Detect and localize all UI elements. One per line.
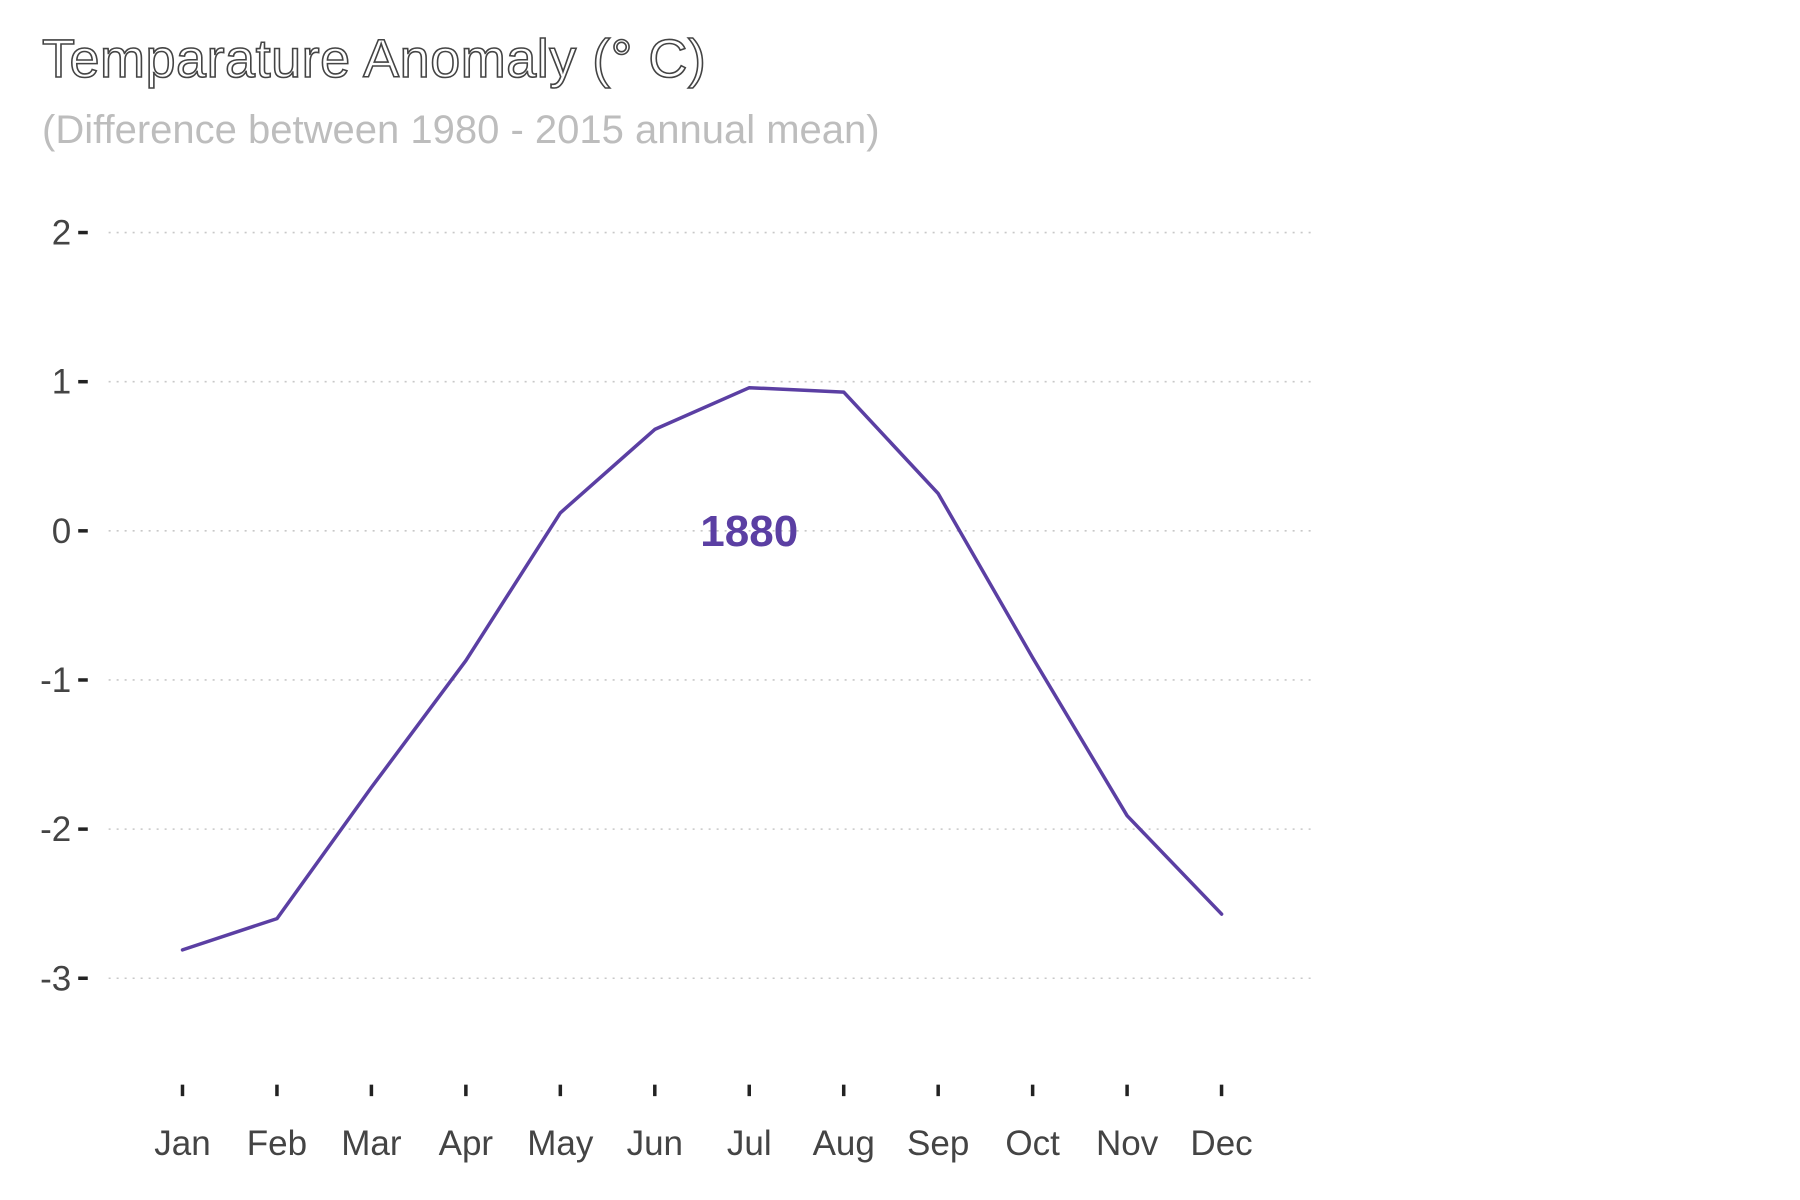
x-tick-label: Oct	[1005, 1124, 1060, 1163]
series-line	[180, 385, 1224, 952]
chart-title: Temparature Anomaly (° C)	[41, 28, 707, 90]
series-label: 1880	[700, 507, 798, 556]
x-tick-label: Jun	[627, 1124, 683, 1163]
x-tick-label: Apr	[439, 1124, 494, 1163]
x-tick-label: May	[527, 1124, 594, 1163]
series-group: 1880	[180, 385, 1224, 952]
y-tick-label: 0	[52, 512, 71, 551]
chart-subtitle: (Difference between 1980 - 2015 annual m…	[42, 108, 880, 152]
x-tick-label: Jul	[727, 1124, 772, 1163]
x-tick-label: Nov	[1096, 1124, 1159, 1163]
y-axis: 2 1 0 -1 -2 -3	[40, 214, 88, 998]
x-tick-label: Mar	[341, 1124, 402, 1163]
x-tick-label: Jan	[154, 1124, 210, 1163]
y-tick-label: -2	[40, 810, 71, 849]
y-tick-label: 1	[52, 363, 71, 402]
x-tick-label: Aug	[813, 1124, 875, 1163]
x-axis: Jan Feb Mar Apr May Jun Jul Aug Sep Oct Nov Dec	[154, 1084, 1253, 1163]
y-tick-label: -1	[40, 661, 71, 700]
x-tick-label: Sep	[907, 1124, 969, 1163]
x-tick-label: Dec	[1190, 1124, 1252, 1163]
y-tick-label: -3	[40, 959, 71, 998]
gridlines	[108, 231, 1313, 980]
x-tick-label: Feb	[247, 1124, 307, 1163]
y-tick-label: 2	[52, 214, 71, 253]
